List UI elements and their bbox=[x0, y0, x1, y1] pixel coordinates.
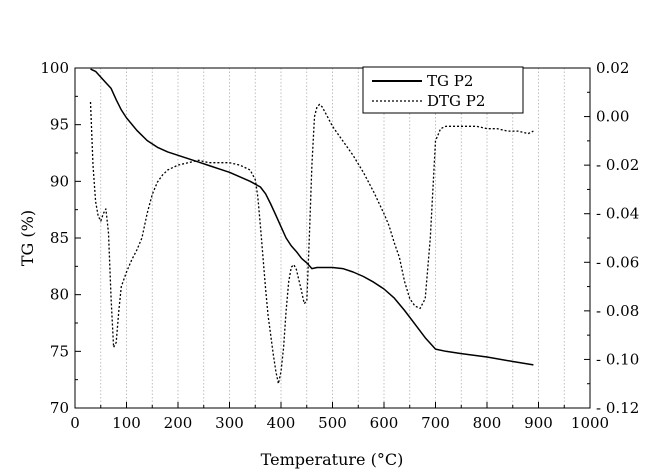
x-tick-label: 200 bbox=[164, 414, 193, 432]
x-tick-label: 100 bbox=[112, 414, 141, 432]
y-tick-label: 85 bbox=[50, 229, 69, 247]
y2-tick-label: - 0.06 bbox=[596, 253, 639, 271]
y2-tick-label: - 0.08 bbox=[596, 302, 639, 320]
x-tick-label: 300 bbox=[215, 414, 244, 432]
y-tick-label: 80 bbox=[50, 286, 69, 304]
x-tick-label: 600 bbox=[370, 414, 399, 432]
x-tick-label: 0 bbox=[70, 414, 80, 432]
y2-tick-label: 0.00 bbox=[596, 108, 629, 126]
y-tick-label: 70 bbox=[50, 399, 69, 417]
series-line-dtg-p2 bbox=[89, 101, 534, 385]
y2-tick-label: 0.02 bbox=[596, 59, 629, 77]
legend: TG P2 DTG P2 bbox=[362, 66, 524, 114]
x-axis-title: Temperature (°C) bbox=[261, 450, 404, 469]
y2-tick-label: - 0.04 bbox=[596, 205, 639, 223]
axis-ticks bbox=[74, 67, 591, 409]
series-layer bbox=[89, 68, 534, 385]
legend-label-dtg-p2: DTG P2 bbox=[427, 92, 485, 110]
plot-frame bbox=[74, 67, 591, 409]
x-tick-label: 500 bbox=[318, 414, 347, 432]
x-tick-label: 700 bbox=[421, 414, 450, 432]
vertical-gridlines bbox=[100, 68, 565, 408]
legend-box bbox=[362, 66, 524, 114]
x-tick-label: 1000 bbox=[571, 414, 609, 432]
legend-label-tg-p2: TG P2 bbox=[427, 72, 473, 90]
axis-tick-labels: 0 100 200 300 400 500 600 700 800 900 1000 70 75 80 85… bbox=[40, 59, 639, 432]
y-tick-label: 100 bbox=[40, 59, 69, 77]
x-tick-label: 900 bbox=[524, 414, 553, 432]
y2-tick-label: - 0.12 bbox=[596, 399, 639, 417]
x-tick-label: 400 bbox=[267, 414, 296, 432]
y2-tick-label: - 0.02 bbox=[596, 156, 639, 174]
y-tick-label: 95 bbox=[50, 116, 69, 134]
x-tick-label: 800 bbox=[473, 414, 502, 432]
y-tick-label: 90 bbox=[50, 172, 69, 190]
y2-tick-label: - 0.10 bbox=[596, 350, 639, 368]
y-tick-label: 75 bbox=[50, 342, 69, 360]
y-axis-title: TG (%) bbox=[18, 210, 37, 266]
series-line-tg-p2 bbox=[90, 68, 534, 366]
